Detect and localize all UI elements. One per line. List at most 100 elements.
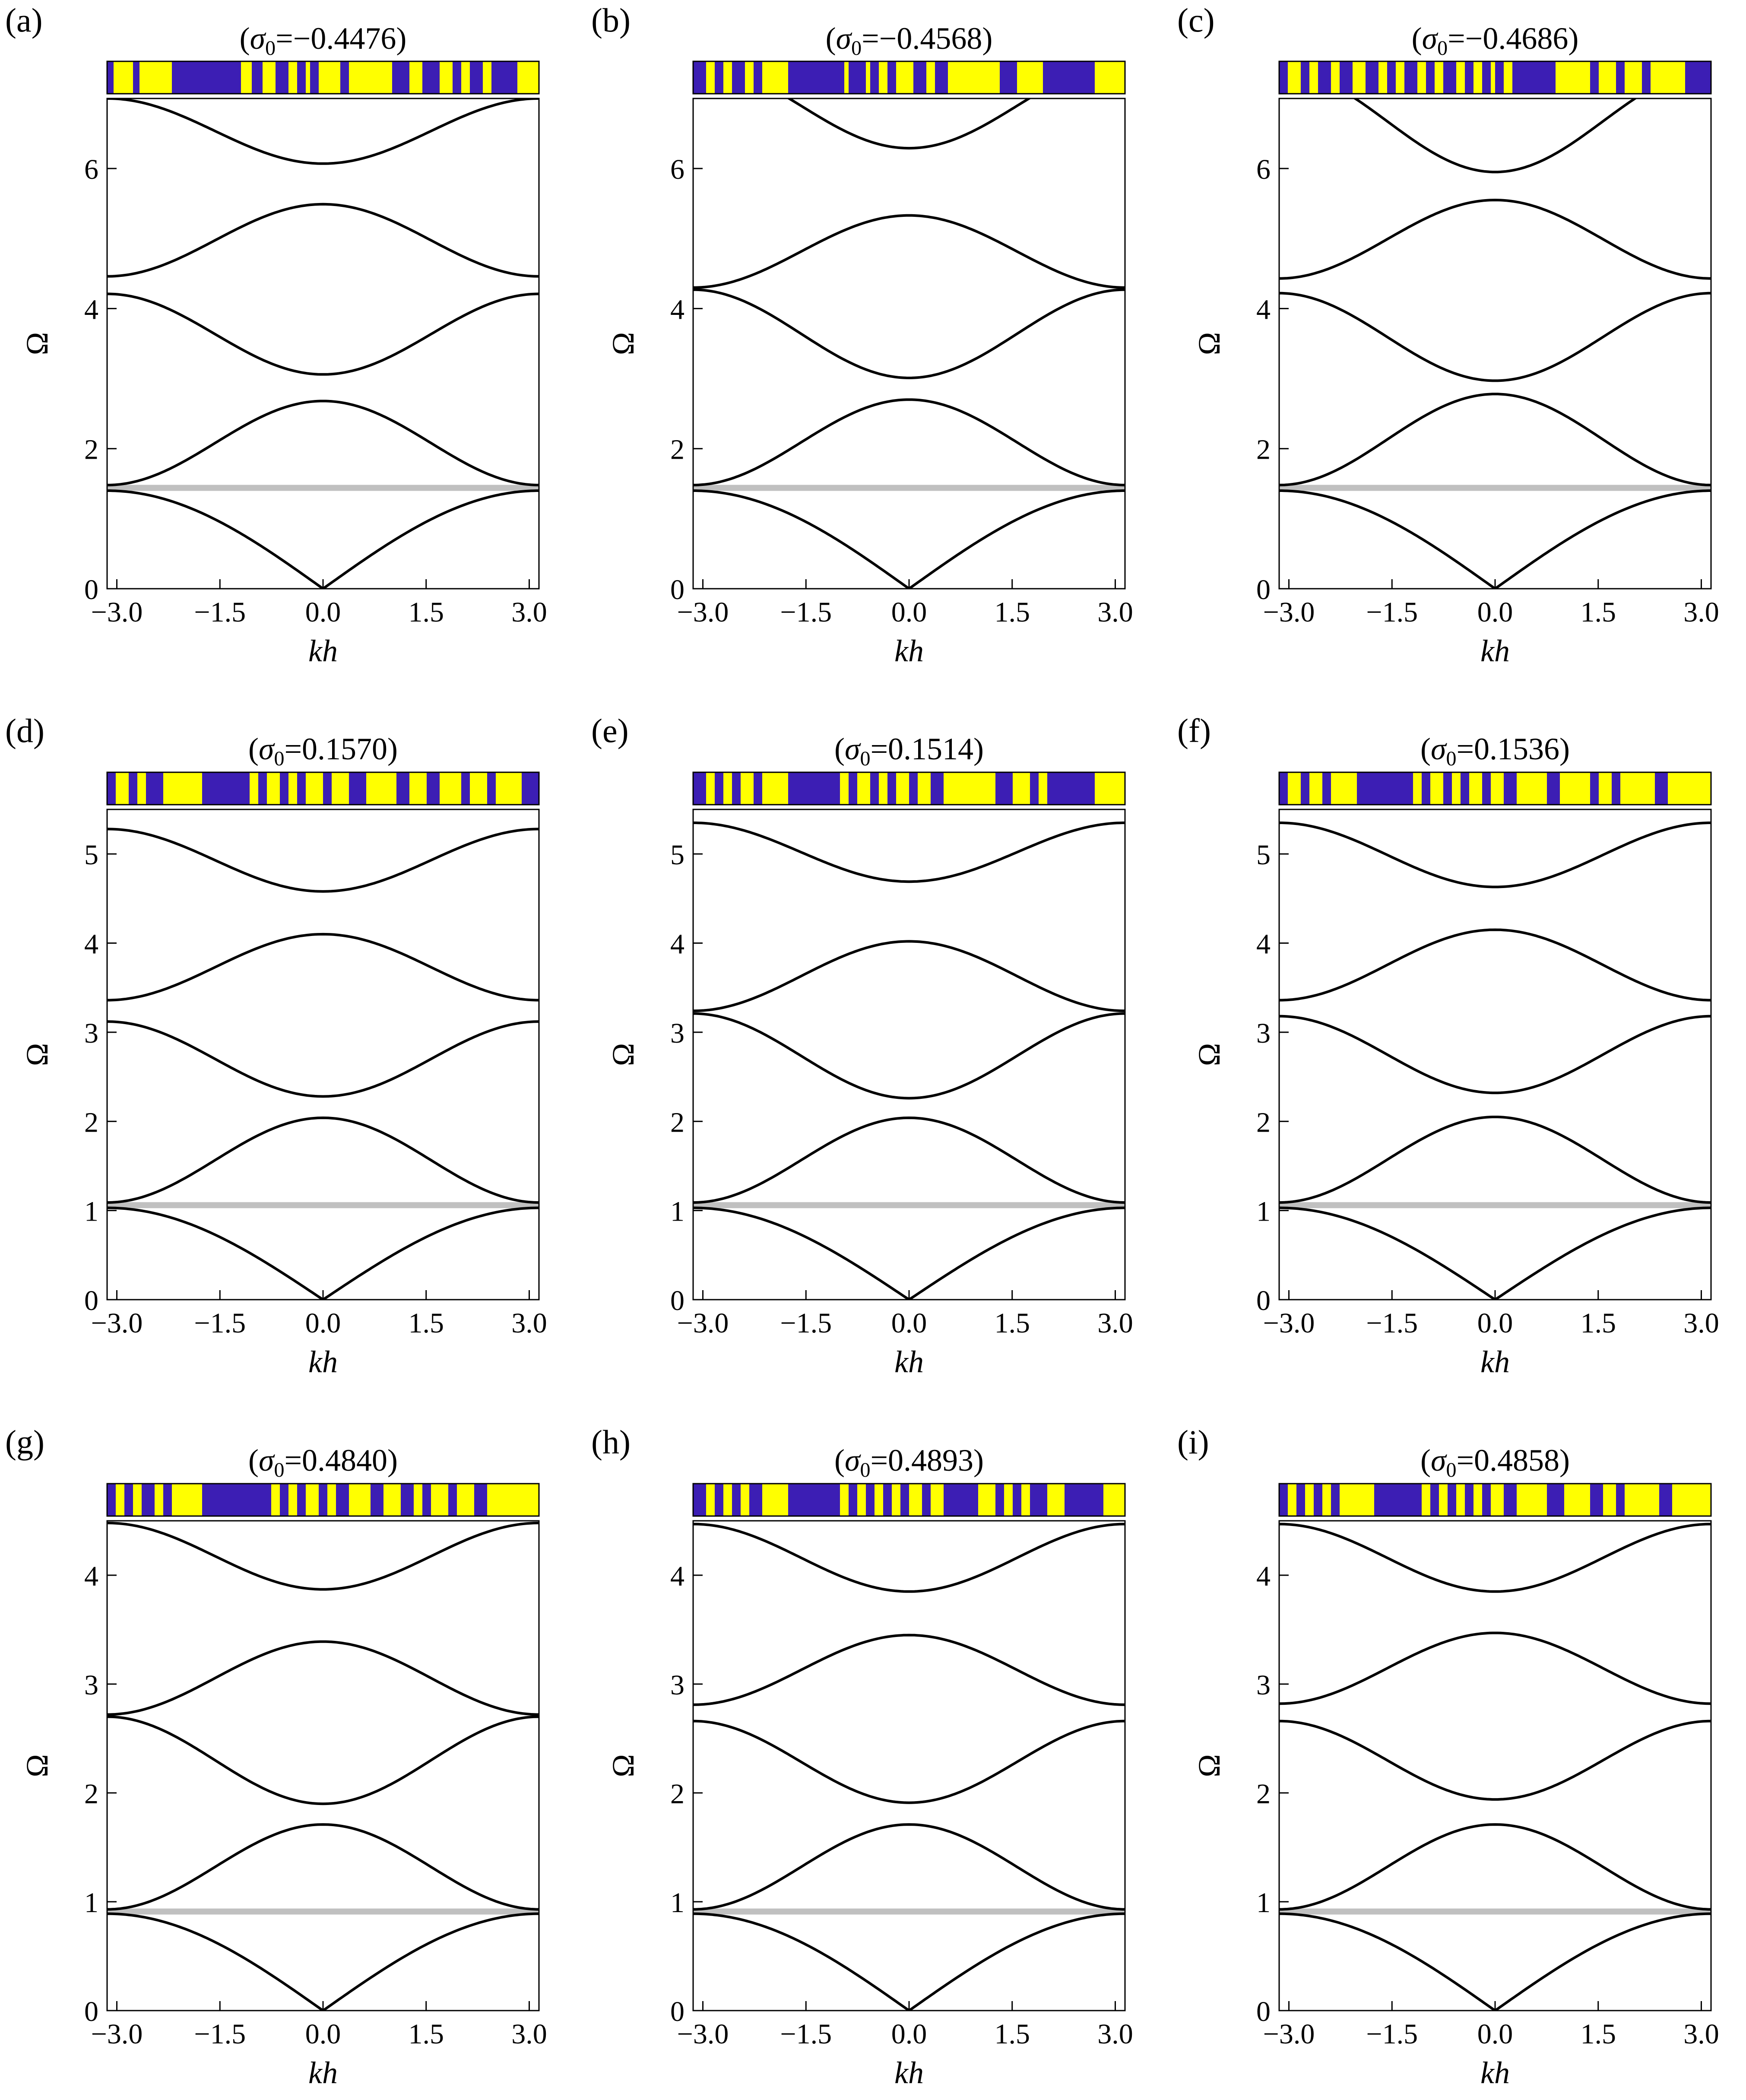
strip-layer-light	[1095, 61, 1125, 94]
strip-layer-dark	[1318, 61, 1331, 94]
strip-frame	[1278, 60, 1712, 95]
band-curve-3	[1279, 292, 1711, 382]
strip-layer-light	[1456, 61, 1465, 94]
band-curve-4	[107, 1640, 539, 1716]
panel-e: (e) (σ0=0.1514) −3.0 −1.5 0.0 1.5 3.0 0 1 2 3 4 5 kh Ω	[591, 712, 1133, 1379]
strip-layer-light	[1625, 1484, 1660, 1516]
strip-layer-light	[517, 61, 539, 94]
strip-layer-light	[1668, 772, 1711, 805]
y-tick-label: 4	[670, 929, 684, 960]
strip-layer-light	[1473, 61, 1483, 94]
panel-h: (h) (σ0=0.4893) −3.0 −1.5 0.0 1.5 3.0 0 1 2 3 4 kh Ω	[591, 1423, 1133, 2090]
x-tick-label: −3.0	[677, 2018, 729, 2050]
y-tick-label: 3	[670, 1669, 684, 1701]
band-curve-5	[693, 1523, 1125, 1593]
x-tick-label: 3.0	[511, 2018, 547, 2050]
x-tick-label: −1.5	[1366, 1307, 1418, 1339]
x-tick-label: 1.5	[994, 1307, 1030, 1339]
strip-layer-dark	[849, 61, 866, 94]
strip-layer-dark	[1448, 1484, 1457, 1516]
strip-layer-dark	[1301, 61, 1310, 94]
panel-d: (d) (σ0=0.1570) −3.0 −1.5 0.0 1.5 3.0 0 1 2 3 4 5 kh Ω	[5, 712, 547, 1379]
strip-layer-light	[723, 1484, 732, 1516]
band-curve-4	[1279, 928, 1711, 1002]
dispersion-curves	[1279, 1523, 1711, 2011]
strip-layer-dark	[900, 1484, 909, 1516]
strip-layer-dark	[427, 772, 440, 805]
strip-layer-dark	[1659, 1484, 1673, 1516]
strip-layer-light	[875, 1484, 884, 1516]
strip-layer-dark	[1279, 61, 1288, 94]
y-tick-label: 4	[1256, 294, 1271, 325]
band-curve-3	[693, 1012, 1125, 1100]
panel-label: (c)	[1177, 1, 1215, 39]
strip-layer-dark	[1065, 1484, 1104, 1516]
x-tick-label: −3.0	[91, 2018, 143, 2050]
strip-layer-light	[250, 772, 259, 805]
strip-frame	[106, 1483, 540, 1517]
panel-label: (e)	[591, 712, 629, 749]
dispersion-curves	[107, 98, 539, 589]
y-axis-label: Ω	[606, 1754, 640, 1777]
strip-layer-dark	[310, 61, 319, 94]
strip-layer-dark	[732, 1484, 741, 1516]
strip-layer-dark	[474, 1484, 488, 1516]
strip-layer-light	[332, 772, 349, 805]
layer-strip	[692, 1483, 1126, 1517]
strip-layer-light	[1095, 772, 1125, 805]
x-axis-label: kh	[308, 634, 338, 668]
x-tick-label: −1.5	[1366, 2018, 1418, 2050]
strip-layer-light	[1422, 1484, 1431, 1516]
strip-layer-dark	[124, 1484, 133, 1516]
strip-layer-dark	[1590, 1484, 1603, 1516]
y-tick-label: 1	[670, 1887, 684, 1919]
strip-layer-light	[306, 61, 311, 94]
strip-layer-dark	[491, 61, 518, 94]
x-axis-label: kh	[308, 1345, 338, 1379]
dispersion-curves	[107, 1522, 539, 2011]
plot-frame	[1278, 1520, 1712, 2011]
x-tick-label: −3.0	[1263, 1307, 1315, 1339]
strip-layer-dark	[922, 1484, 931, 1516]
strip-layer-light	[866, 61, 871, 94]
plot-frame	[692, 1520, 1126, 2011]
band-curve-3	[107, 1020, 539, 1098]
strip-layer-light	[926, 61, 935, 94]
strip-layer-dark	[1443, 772, 1452, 805]
x-tick-label: −1.5	[780, 1307, 832, 1339]
strip-layer-light	[288, 772, 298, 805]
strip-layer-light	[978, 1484, 996, 1516]
band-curve-5	[107, 98, 539, 165]
strip-frame	[1278, 1483, 1712, 1517]
strip-layer-light	[1353, 61, 1366, 94]
x-tick-label: 0.0	[891, 2018, 927, 2050]
band-curve-3	[1279, 1015, 1711, 1094]
x-tick-label: 0.0	[891, 596, 927, 628]
y-tick-label: 4	[670, 294, 684, 325]
strip-layer-dark	[349, 772, 367, 805]
panel-title: (σ0=−0.4686)	[1412, 21, 1579, 60]
strip-layer-dark	[336, 1484, 349, 1516]
strip-layer-light	[706, 1484, 715, 1516]
band-curve-5	[693, 822, 1125, 883]
strip-layer-light	[172, 1484, 203, 1516]
y-axis-label: Ω	[1192, 332, 1226, 355]
strip-layer-dark	[866, 1484, 875, 1516]
y-tick-label: 4	[84, 929, 98, 960]
y-tick-label: 1	[1256, 1887, 1271, 1919]
panel-label: (a)	[5, 1, 43, 39]
strip-layer-light	[1103, 1484, 1125, 1516]
strip-layer-dark	[1043, 61, 1095, 94]
panel-f: (f) (σ0=0.1536) −3.0 −1.5 0.0 1.5 3.0 0 1 2 3 4 5 kh Ω	[1177, 712, 1719, 1379]
y-axis-label: Ω	[20, 332, 54, 355]
strip-layer-light	[879, 772, 888, 805]
strip-layer-dark	[202, 1484, 272, 1516]
strip-layer-light	[706, 61, 715, 94]
band-curve-5	[1353, 98, 1638, 174]
y-tick-label: 2	[1256, 1778, 1271, 1810]
band-curve-4	[693, 214, 1125, 289]
layer-strip	[106, 1483, 540, 1517]
strip-layer-dark	[1685, 61, 1711, 94]
strip-layer-light	[896, 772, 909, 805]
strip-layer-dark	[1296, 1484, 1306, 1516]
